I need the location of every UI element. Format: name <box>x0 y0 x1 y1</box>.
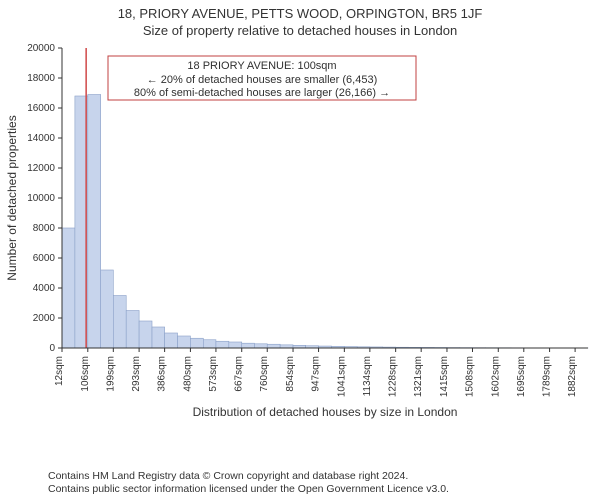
x-tick-label: 386sqm <box>157 356 168 392</box>
y-tick-label: 2000 <box>33 313 56 324</box>
x-tick-label: 947sqm <box>311 356 322 392</box>
y-tick-label: 16000 <box>27 103 55 114</box>
x-tick-label: 760sqm <box>259 356 270 392</box>
y-tick-label: 8000 <box>33 223 56 234</box>
annotation-line1: 18 PRIORY AVENUE: 100sqm <box>187 60 336 72</box>
histogram-bar <box>229 342 242 348</box>
footer-line2: Contains public sector information licen… <box>48 483 449 496</box>
x-tick-label: 1508sqm <box>464 356 475 397</box>
x-tick-label: 199sqm <box>105 356 116 392</box>
x-tick-label: 854sqm <box>285 356 296 392</box>
y-tick-label: 0 <box>49 343 55 354</box>
y-axis-label: Number of detached properties <box>5 115 19 280</box>
x-tick-label: 106sqm <box>80 356 91 392</box>
histogram-bar <box>139 321 152 348</box>
footer-attribution: Contains HM Land Registry data © Crown c… <box>48 470 449 496</box>
page-title-line1: 18, PRIORY AVENUE, PETTS WOOD, ORPINGTON… <box>0 0 600 21</box>
x-tick-label: 1602sqm <box>490 356 501 397</box>
x-tick-label: 1321sqm <box>413 356 424 397</box>
x-tick-label: 12sqm <box>54 356 65 386</box>
page-title-line2: Size of property relative to detached ho… <box>0 21 600 38</box>
y-tick-label: 14000 <box>27 133 55 144</box>
histogram-bar <box>267 344 280 348</box>
y-tick-label: 18000 <box>27 73 55 84</box>
annotation-line3: 80% of semi-detached houses are larger (… <box>134 87 390 99</box>
histogram-bar <box>126 311 139 349</box>
histogram-bar <box>113 296 126 349</box>
chart-svg: 0 2000 4000 6000 8000 10000 12000 14000 16000 180… <box>0 42 600 442</box>
histogram-bar <box>190 338 203 348</box>
histogram-bar <box>152 327 165 348</box>
y-tick-label: 4000 <box>33 283 56 294</box>
x-tick-label: 293sqm <box>131 356 142 392</box>
annotation-line2: ← 20% of detached houses are smaller (6,… <box>147 74 378 86</box>
y-tick-label: 6000 <box>33 253 56 264</box>
x-axis-label: Distribution of detached houses by size … <box>193 405 458 419</box>
y-tick-label: 10000 <box>27 193 55 204</box>
histogram-bar <box>203 340 216 348</box>
x-tick-label: 1789sqm <box>542 356 553 397</box>
histogram-chart: 0 2000 4000 6000 8000 10000 12000 14000 16000 180… <box>0 42 600 442</box>
x-tick-label: 1882sqm <box>567 356 578 397</box>
histogram-bar <box>178 336 191 348</box>
histogram-bar <box>165 333 178 348</box>
x-tick-label: 1228sqm <box>388 356 399 397</box>
x-tick-label: 667sqm <box>234 356 245 392</box>
x-tick-label: 1695sqm <box>516 356 527 397</box>
x-tick-label: 1041sqm <box>336 356 347 397</box>
x-tick-label: 1134sqm <box>362 356 373 396</box>
x-tick-label: 573sqm <box>208 356 219 392</box>
y-tick-label: 20000 <box>27 43 55 54</box>
y-tick-label: 12000 <box>27 163 55 174</box>
histogram-bar <box>242 343 255 348</box>
histogram-bar <box>101 270 114 348</box>
x-tick-label: 480sqm <box>182 356 193 392</box>
x-tick-label: 1415sqm <box>439 356 450 397</box>
histogram-bar <box>254 344 267 348</box>
histogram-bar <box>62 228 75 348</box>
histogram-bar <box>216 341 229 348</box>
histogram-bar <box>88 95 101 349</box>
footer-line1: Contains HM Land Registry data © Crown c… <box>48 470 449 483</box>
